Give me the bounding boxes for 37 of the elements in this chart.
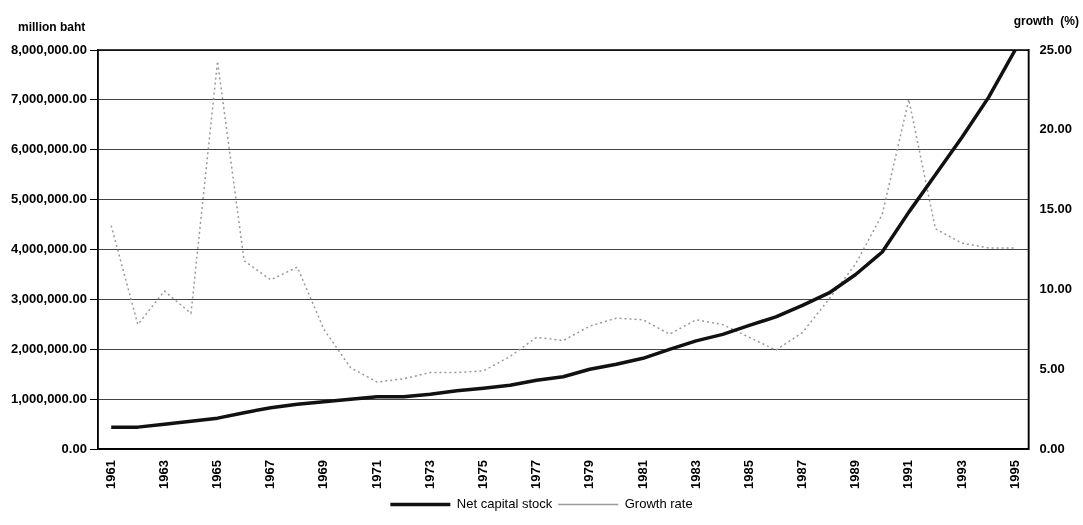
x-tick-label: 1977 [528,460,544,489]
x-tick-label: 1969 [315,460,331,489]
x-tick-label: 1975 [475,460,490,489]
y-tick-label: 8,000,000.00 [11,41,87,57]
x-tick-label: 1981 [634,460,650,489]
y2-tick-label: 10.00 [1039,281,1073,297]
y2-tick-label: 15.00 [1039,201,1073,217]
y-tick-label: 2,000,000.00 [11,340,87,356]
y2-tick-label: 0.00 [1039,440,1065,456]
y-axis-title: million baht [18,20,86,35]
y-tick-label: 7,000,000.00 [11,91,87,107]
legend-label: Growth rate [624,496,693,512]
y-tick-label: 1,000,000.00 [11,390,87,406]
x-tick-label: 1973 [421,460,437,489]
y-tick-label: 5,000,000.00 [11,191,87,207]
x-tick-label: 1961 [102,460,118,489]
x-tick-label: 1963 [155,460,171,489]
y-tick-label: 6,000,000.00 [11,141,87,157]
y-tick-label: 3,000,000.00 [11,291,87,306]
x-tick-label: 1965 [209,460,225,489]
y2-axis-title: growth (%) [1013,14,1079,29]
x-tick-label: 1985 [740,460,756,489]
x-tick-label: 1971 [368,460,384,489]
y-tick-label: 0.00 [61,440,87,456]
x-tick-label: 1995 [1006,460,1022,489]
x-tick-label: 1967 [262,460,278,489]
x-tick-label: 1991 [900,460,916,489]
y2-tick-label: 25.00 [1039,41,1073,57]
x-tick-label: 1979 [581,460,597,489]
x-tick-label: 1989 [847,460,863,489]
x-tick-label: 1993 [953,460,969,489]
x-tick-label: 1987 [794,460,810,489]
y-tick-label: 4,000,000.00 [11,241,87,257]
x-tick-label: 1983 [687,460,703,489]
legend-label: Net capital stock [456,496,553,512]
y2-tick-label: 20.00 [1039,121,1073,137]
y2-tick-label: 5.00 [1039,360,1065,376]
